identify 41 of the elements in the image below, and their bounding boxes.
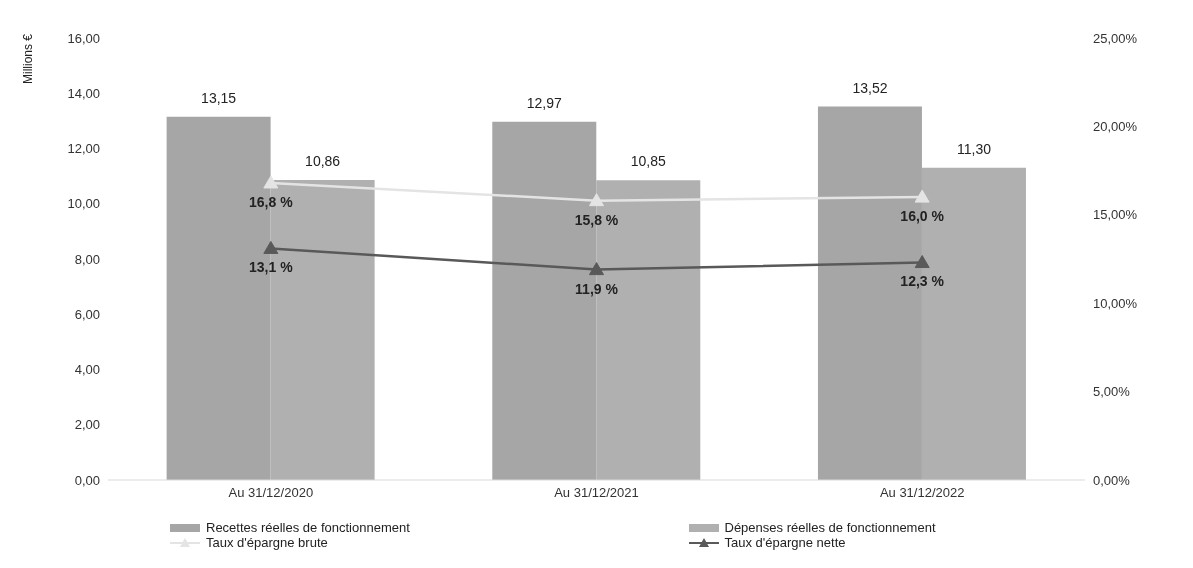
point (914, 255, 930, 269)
data-label: 11,9 % (575, 280, 619, 297)
data-label: 10,86 (305, 152, 341, 169)
data-label: 13,1 % (249, 259, 294, 276)
y-tick-label: 4,00 (74, 362, 100, 378)
data-label: 13,15 (201, 89, 237, 106)
point (263, 240, 279, 254)
point (589, 193, 604, 207)
y-tick-label: 8,00 (74, 251, 100, 267)
data-label: 15,8 % (574, 211, 619, 228)
data-label: 16,0 % (900, 208, 945, 225)
legend-label: Dépenses réelles de fonctionnement (724, 520, 936, 535)
y-tick-label: 0,00 (74, 472, 100, 488)
legend-label: Taux d'épargne brute (206, 535, 328, 550)
point (589, 262, 604, 276)
data-label: 16,8 % (249, 193, 294, 210)
y-tick-label: 16,00 (67, 30, 100, 46)
x-tick-label: Au 31/12/2022 (879, 485, 965, 501)
y2-tick-label: 25,00% (1093, 30, 1138, 46)
x-tick-label: Au 31/12/2021 (554, 485, 639, 501)
y-tick-label: 10,00 (67, 196, 100, 212)
data-label: 11,30 (956, 140, 992, 157)
data-label: 10,85 (630, 153, 667, 170)
data-label: 13,52 (852, 79, 888, 96)
y-axis-title: Millions € (21, 33, 36, 85)
x-tick-label: Au 31/12/2020 (228, 485, 314, 501)
y2-tick-label: 10,00% (1093, 295, 1138, 311)
y-tick-label: 14,00 (67, 85, 100, 101)
data-label: 12,3 % (900, 273, 945, 290)
y-tick-label: 2,00 (74, 417, 100, 433)
point (263, 175, 279, 189)
y2-tick-label: 0,00% (1093, 472, 1131, 488)
y-tick-label: 12,00 (67, 141, 100, 157)
legend-label: Recettes réelles de fonctionnement (206, 520, 410, 535)
point (914, 189, 930, 203)
y-tick-label: 6,00 (74, 306, 100, 322)
y2-tick-label: 15,00% (1093, 207, 1138, 223)
legend-label: Taux d'épargne nette (724, 535, 846, 550)
y2-tick-label: 20,00% (1093, 119, 1138, 135)
data-label: 12,97 (526, 94, 563, 111)
y2-tick-label: 5,00% (1093, 384, 1131, 400)
